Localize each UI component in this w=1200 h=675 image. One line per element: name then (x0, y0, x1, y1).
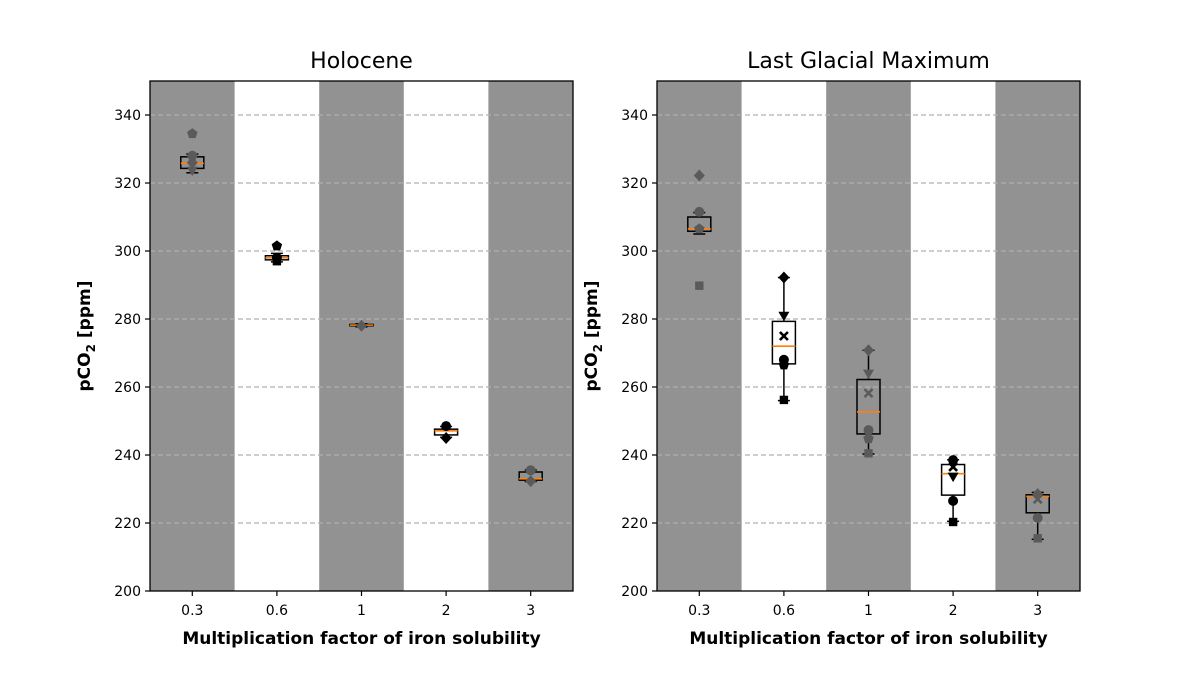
y-tick-label: 200 (114, 584, 141, 600)
data-point (525, 465, 536, 476)
shade-band (826, 81, 911, 591)
y-tick-label: 320 (114, 176, 141, 192)
x-tick-label: 3 (1033, 603, 1042, 619)
data-point (695, 281, 704, 290)
x-tick-label: 0.3 (181, 603, 203, 619)
y-tick-label: 240 (114, 448, 141, 464)
data-point (1033, 534, 1042, 543)
shade-band (995, 81, 1080, 591)
y-axis-label-unit: [ppm] (582, 281, 602, 345)
data-point (778, 331, 789, 341)
y-tick-label: 280 (114, 312, 141, 328)
data-point (863, 369, 874, 380)
x-axis-label: Multiplication factor of iron solubility (689, 629, 1047, 649)
x-tick-label: 2 (442, 603, 451, 619)
data-point (948, 495, 959, 506)
data-point (693, 169, 705, 182)
x-tick-label: 2 (949, 603, 958, 619)
x-tick-label: 0.3 (688, 603, 710, 619)
data-point (778, 359, 790, 370)
data-point (778, 311, 790, 322)
shade-band (488, 81, 573, 591)
data-point (779, 395, 789, 405)
y-tick-label: 260 (114, 380, 141, 396)
data-point (1032, 494, 1043, 505)
box-2 (940, 459, 966, 523)
data-point (356, 319, 367, 332)
chart-title: Last Glacial Maximum (747, 49, 990, 74)
panel-holocene: 200 220 240 260 280 300 320 340 0.3 0.6 1 2 3 Holocen… (75, 49, 574, 649)
y-tick-label: 300 (621, 244, 648, 260)
data-point (948, 517, 958, 527)
data-point (1032, 512, 1043, 523)
data-point (863, 433, 874, 444)
panel-last-glacial-maximum: 200 220 240 260 280 300 320 340 0.3 0.6 1 2 3 Last Gl… (582, 49, 1081, 649)
y-tick-label: 260 (621, 380, 648, 396)
y-axis-label-sub: 2 (84, 344, 98, 352)
y-tick-label: 320 (621, 176, 648, 192)
data-point (271, 240, 283, 251)
data-point (778, 271, 790, 284)
y-axis-label-sub: 2 (591, 344, 605, 352)
y-tick-label: 220 (621, 516, 648, 532)
y-tick-label: 300 (114, 244, 141, 260)
shade-band (657, 81, 742, 591)
data-point (864, 449, 873, 458)
y-tick-label: 280 (621, 312, 648, 328)
y-tick-label: 340 (621, 108, 648, 124)
data-point (948, 461, 959, 472)
y-axis-label: pCO2 [ppm] (582, 281, 605, 392)
data-point (441, 421, 452, 432)
y-axis-label-unit: [ppm] (75, 281, 95, 345)
x-tick-label: 1 (864, 603, 873, 619)
y-axis-label-main: pCO (75, 352, 95, 391)
data-point (186, 166, 198, 177)
data-point (863, 344, 874, 357)
y-axis-label: pCO2 [ppm] (75, 281, 98, 392)
x-tick-label: 3 (526, 603, 535, 619)
data-point (186, 156, 198, 169)
data-point (525, 475, 537, 488)
y-tick-label: 340 (114, 108, 141, 124)
x-axis-label: Multiplication factor of iron solubility (182, 629, 540, 649)
data-point (187, 150, 198, 161)
data-point (863, 388, 874, 399)
box-0.6 (771, 276, 797, 402)
shade-band (319, 81, 404, 591)
data-point (863, 425, 874, 436)
data-point (694, 223, 705, 234)
y-tick-label: 240 (621, 448, 648, 464)
x-tick-label: 0.6 (773, 603, 795, 619)
y-tick-label: 220 (114, 516, 141, 532)
data-point (947, 472, 959, 483)
data-point (440, 432, 452, 444)
y-axis-label-main: pCO (582, 352, 602, 391)
data-point (272, 257, 282, 266)
data-point (187, 128, 198, 139)
data-point (694, 206, 705, 217)
y-tick-label: 200 (621, 584, 648, 600)
x-tick-label: 1 (357, 603, 366, 619)
chart-title: Holocene (310, 49, 413, 74)
x-tick-label: 0.6 (266, 603, 288, 619)
